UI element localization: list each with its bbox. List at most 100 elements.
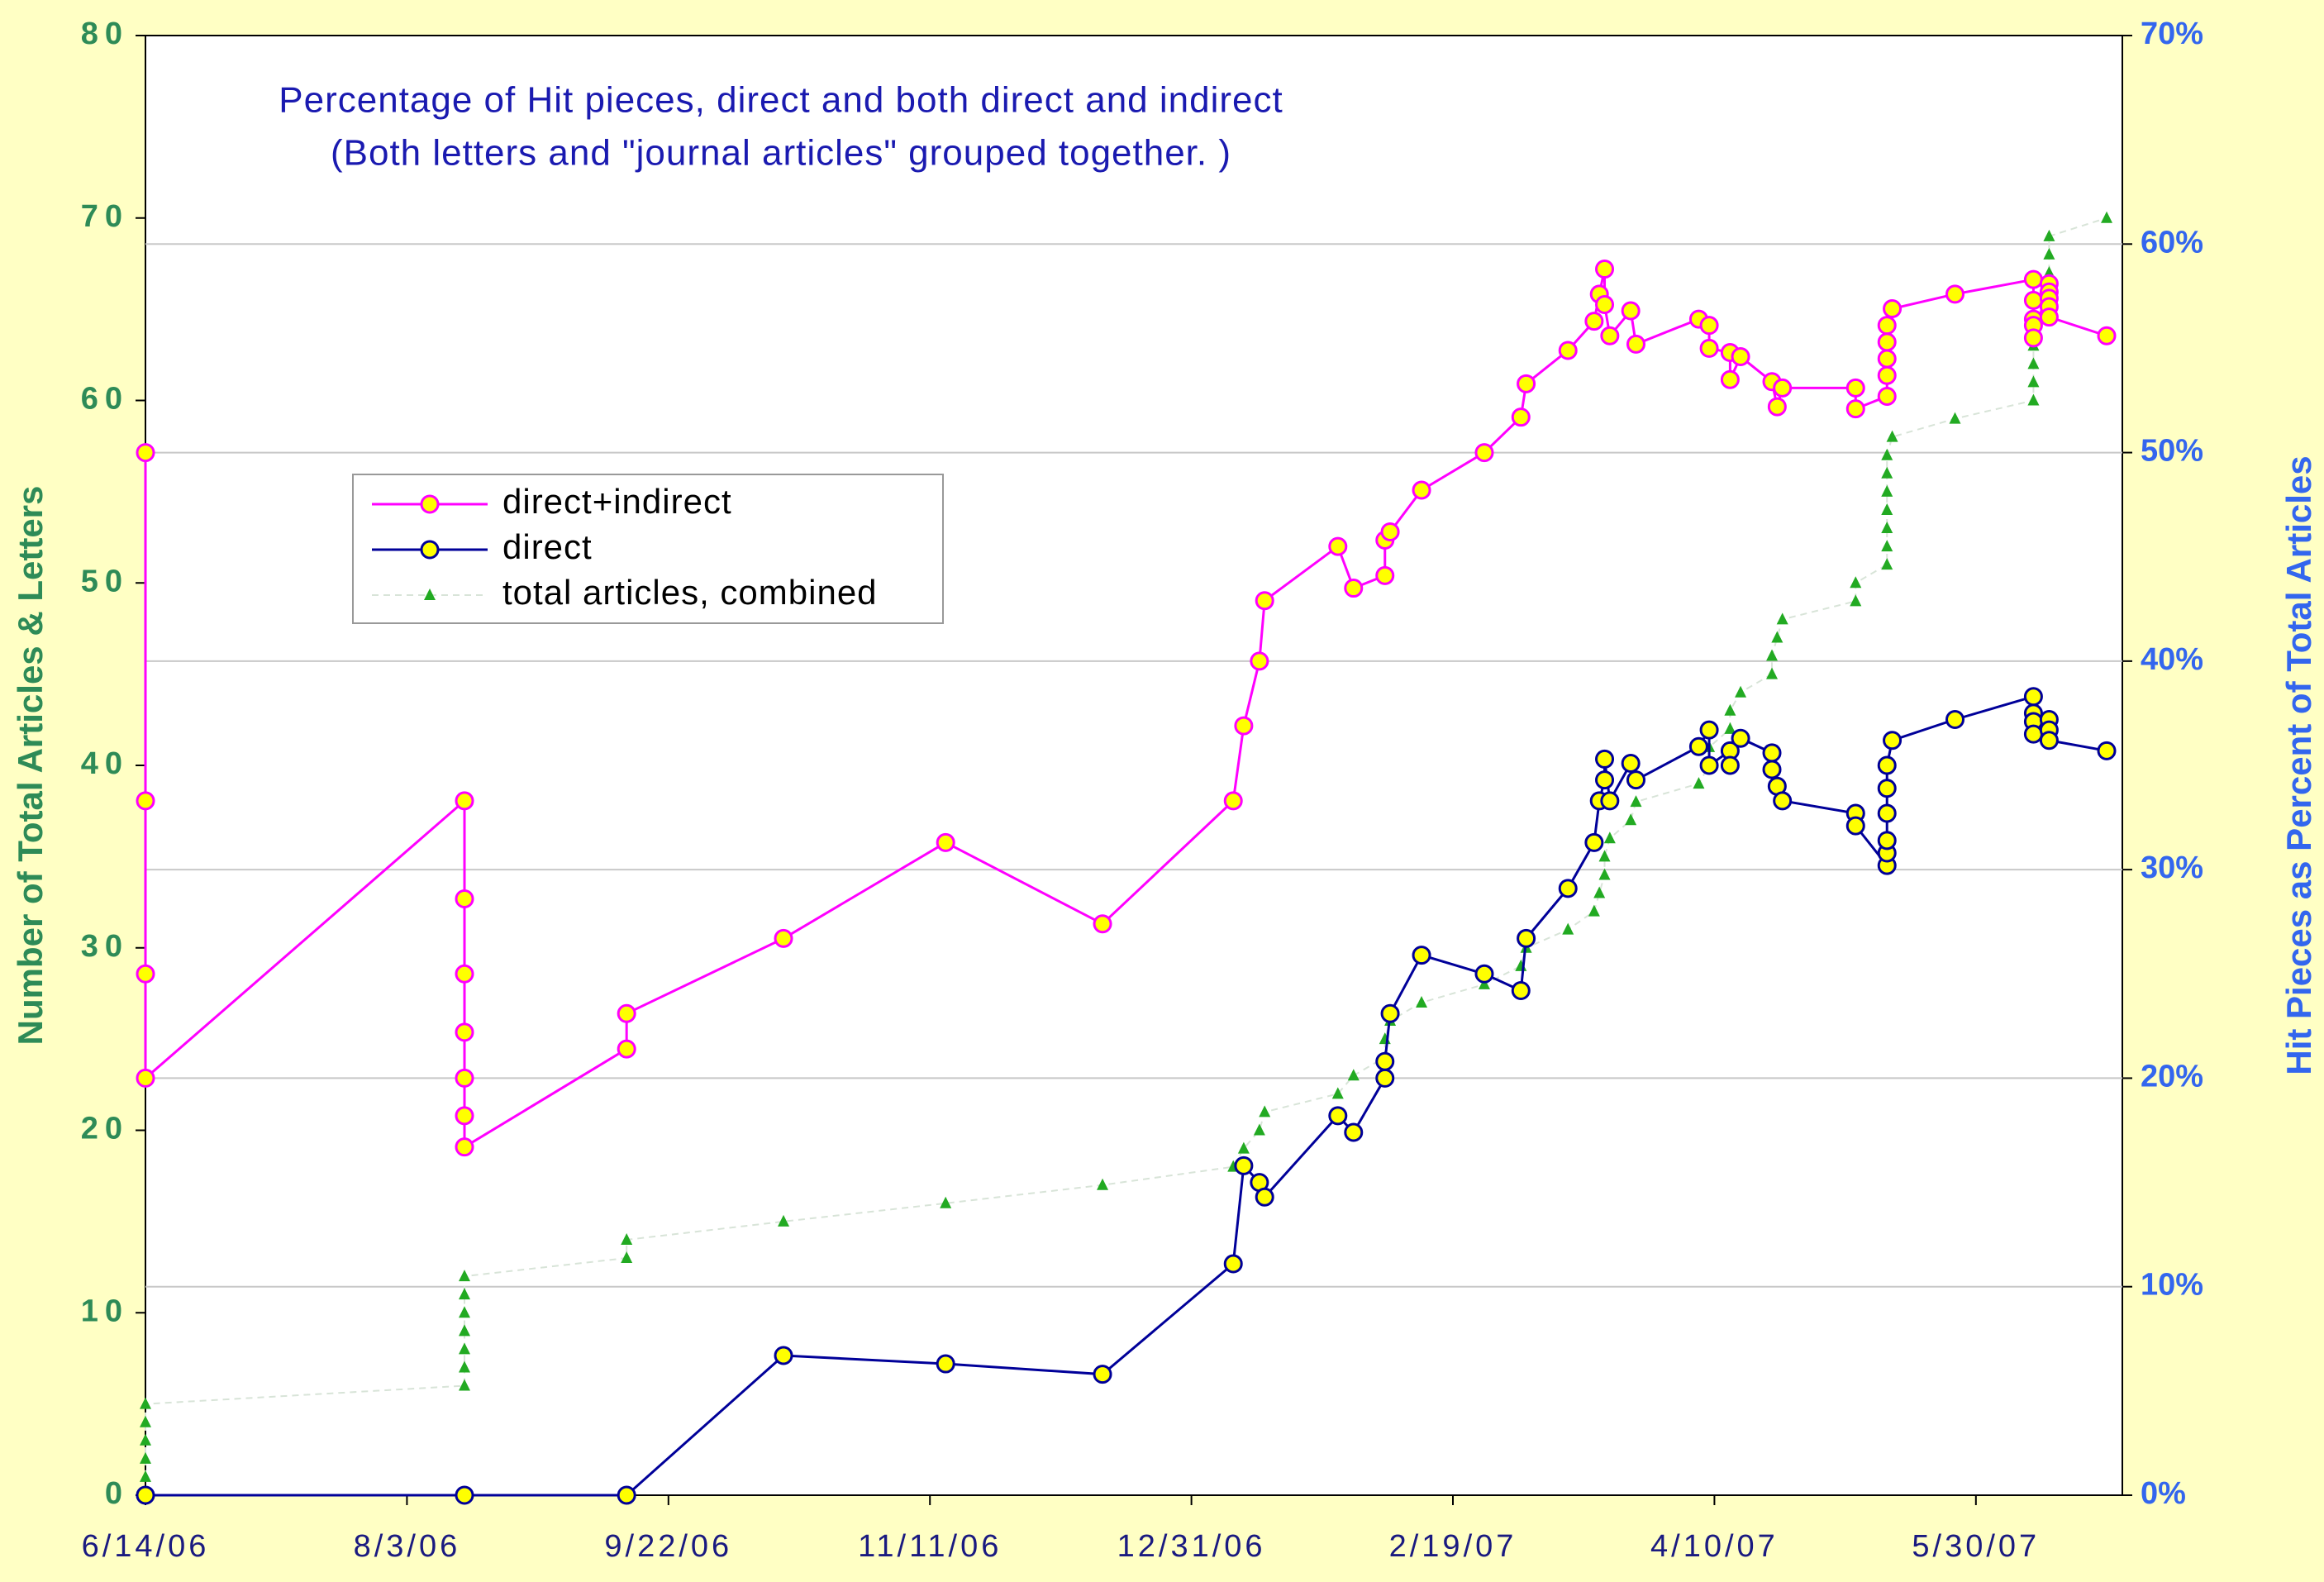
point: [1720, 369, 1740, 389]
point: [1375, 565, 1395, 585]
point: [1699, 720, 1719, 740]
point: [1767, 397, 1787, 417]
point: [1474, 443, 1494, 463]
triangle-marker: [1850, 576, 1862, 588]
legend-marker: [420, 540, 440, 560]
triangle-marker: [140, 1397, 151, 1409]
point: [455, 1485, 474, 1505]
x-tick-label: 11/11/06: [858, 1529, 1002, 1564]
point: [1699, 338, 1719, 358]
point: [1877, 386, 1897, 406]
point: [1595, 260, 1615, 279]
point: [2039, 731, 2059, 750]
triangle-marker: [140, 1433, 151, 1446]
point: [455, 1068, 474, 1088]
point: [2023, 290, 2043, 310]
y-tick-label: 20: [81, 1112, 129, 1146]
triangle-marker: [1881, 540, 1893, 552]
point: [1595, 770, 1615, 790]
triangle-marker: [1259, 1105, 1271, 1117]
x-tick-label: 12/31/06: [1117, 1529, 1266, 1564]
point: [1380, 1003, 1400, 1023]
point: [617, 1003, 636, 1023]
series: [136, 260, 2117, 1157]
point: [1877, 316, 1897, 336]
triangle-marker: [1253, 1123, 1265, 1136]
point: [1621, 753, 1641, 773]
y-tick-label: 50: [81, 564, 129, 598]
y2-tick-label: 60%: [2141, 225, 2203, 260]
point: [1584, 312, 1604, 331]
point: [1731, 347, 1750, 367]
triangle-marker: [1766, 649, 1779, 661]
point: [1412, 946, 1431, 965]
triangle-marker: [2027, 375, 2040, 388]
point: [1688, 736, 1708, 756]
point: [936, 1354, 955, 1374]
point: [1621, 301, 1641, 321]
point: [1845, 378, 1865, 398]
point: [1877, 365, 1897, 385]
point: [1600, 791, 1620, 811]
point: [936, 832, 955, 852]
legend-label: direct+indirect: [502, 482, 732, 521]
point: [617, 1485, 636, 1505]
point: [1699, 755, 1719, 775]
point: [2023, 328, 2043, 348]
triangle-marker: [459, 1360, 471, 1373]
point: [1255, 591, 1274, 611]
point: [1877, 755, 1897, 775]
point: [1344, 1122, 1364, 1142]
chart-subtitle: (Both letters and "journal articles" gro…: [331, 133, 1231, 174]
triangle-marker: [1771, 631, 1783, 643]
chart-title: Percentage of Hit pieces, direct and bot…: [279, 80, 1283, 121]
point: [136, 1485, 155, 1505]
point: [455, 1106, 474, 1126]
triangle-marker: [459, 1270, 471, 1282]
triangle-marker: [1850, 594, 1862, 607]
point: [1380, 522, 1400, 541]
triangle-marker: [2043, 229, 2055, 241]
triangle-marker: [1724, 722, 1736, 734]
point: [136, 443, 155, 463]
point: [1328, 1106, 1348, 1126]
point: [1595, 294, 1615, 314]
triangle-marker: [459, 1324, 471, 1337]
triangle-marker: [1881, 466, 1893, 479]
point: [1626, 334, 1645, 354]
grid: 0 10 20 30 40 50 60 70 80 0% 10% 20% 30% 40% 50% 60% 70%…: [81, 17, 2203, 1564]
point: [1762, 760, 1782, 779]
point: [1474, 964, 1494, 984]
legend-marker: [420, 494, 440, 514]
point: [1773, 378, 1793, 398]
x-tick-label: 5/30/07: [1912, 1529, 2040, 1564]
legend-label: total articles, combined: [502, 573, 878, 612]
triangle-marker: [1735, 685, 1747, 698]
plot-area: [145, 35, 2123, 1496]
point: [1845, 816, 1865, 836]
point: [2023, 724, 2043, 744]
triangle-marker: [621, 1232, 633, 1245]
legend: direct+indirect direct total articles, com…: [352, 474, 944, 624]
point: [1255, 1187, 1274, 1207]
point: [2097, 741, 2117, 760]
triangle-marker: [1416, 995, 1428, 1008]
triangle-marker: [1347, 1069, 1360, 1081]
y2-tick-label: 50%: [2141, 434, 2203, 469]
point: [1250, 651, 1269, 671]
triangle-marker: [1237, 1141, 1250, 1154]
x-tick-label: 9/22/06: [604, 1529, 732, 1564]
y-tick-label: 60: [81, 382, 129, 417]
triangle-marker: [1693, 777, 1705, 789]
point: [1511, 980, 1531, 1000]
triangle-marker: [140, 1470, 151, 1482]
point: [1375, 1068, 1395, 1088]
y2-axis-label: Hit Pieces as Percent of Total Articles: [2279, 455, 2318, 1075]
triangle-marker: [1562, 922, 1574, 935]
point: [136, 964, 155, 984]
triangle-marker: [940, 1196, 952, 1208]
point: [1845, 399, 1865, 419]
triangle-marker: [140, 1451, 151, 1464]
point: [1234, 1156, 1254, 1175]
point: [1877, 349, 1897, 369]
